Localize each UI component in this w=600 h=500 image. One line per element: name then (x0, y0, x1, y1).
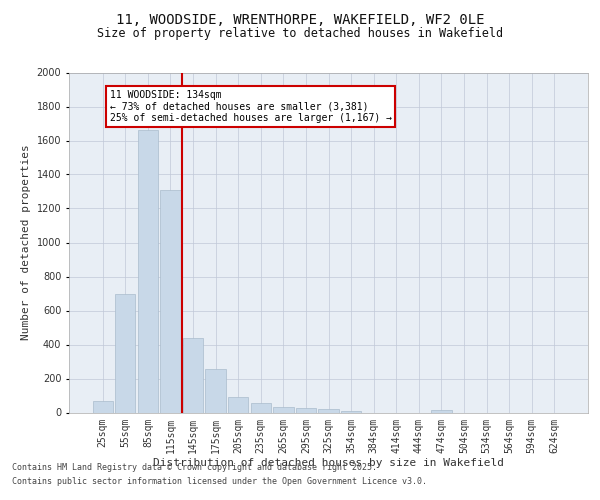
Bar (251, 403, 271, 412)
Bar (319, 409, 338, 412)
Text: 11 WOODSIDE: 134sqm
← 73% of detached houses are smaller (3,381)
25% of semi-det: 11 WOODSIDE: 134sqm ← 73% of detached ho… (110, 90, 392, 122)
Bar (160, 190, 181, 412)
Bar (273, 406, 293, 412)
Bar (92, 402, 113, 412)
Text: Size of property relative to detached houses in Wakefield: Size of property relative to detached ho… (97, 28, 503, 40)
Bar (115, 294, 136, 412)
Bar (431, 410, 452, 412)
X-axis label: Distribution of detached houses by size in Wakefield: Distribution of detached houses by size … (153, 458, 504, 468)
Bar (341, 411, 361, 412)
Bar (205, 369, 226, 412)
Bar (228, 397, 248, 412)
Text: Contains public sector information licensed under the Open Government Licence v3: Contains public sector information licen… (12, 477, 427, 486)
Bar (138, 130, 158, 412)
Bar (296, 408, 316, 412)
Y-axis label: Number of detached properties: Number of detached properties (21, 144, 31, 340)
Text: 11, WOODSIDE, WRENTHORPE, WAKEFIELD, WF2 0LE: 11, WOODSIDE, WRENTHORPE, WAKEFIELD, WF2… (116, 12, 484, 26)
Text: Contains HM Land Registry data © Crown copyright and database right 2025.: Contains HM Land Registry data © Crown c… (12, 464, 377, 472)
Bar (183, 338, 203, 412)
